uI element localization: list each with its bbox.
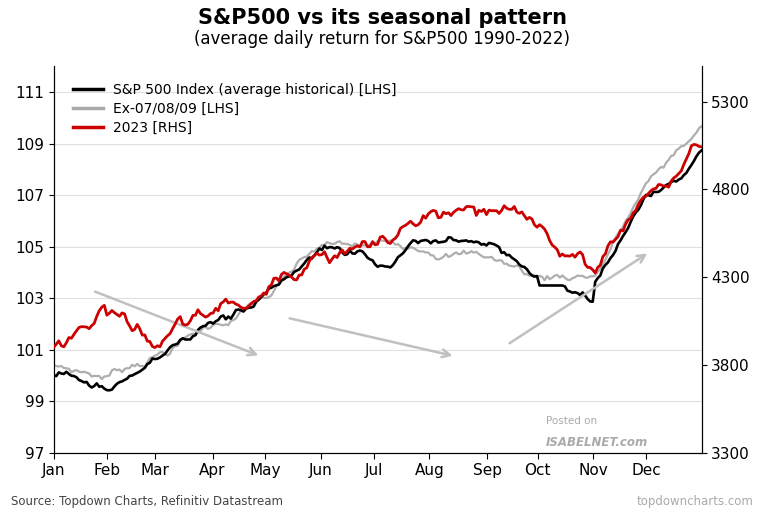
Text: (average daily return for S&P500 1990-2022): (average daily return for S&P500 1990-20…	[194, 30, 571, 48]
Text: Posted on: Posted on	[546, 416, 597, 426]
Text: Source: Topdown Charts, Refinitiv Datastream: Source: Topdown Charts, Refinitiv Datast…	[11, 495, 284, 508]
Text: ISABELNET.com: ISABELNET.com	[546, 436, 648, 449]
Text: S&P500 vs its seasonal pattern: S&P500 vs its seasonal pattern	[198, 8, 567, 28]
Text: topdowncharts.com: topdowncharts.com	[636, 495, 754, 508]
Legend: S&P 500 Index (average historical) [LHS], Ex-07/08/09 [LHS], 2023 [RHS]: S&P 500 Index (average historical) [LHS]…	[67, 77, 402, 140]
